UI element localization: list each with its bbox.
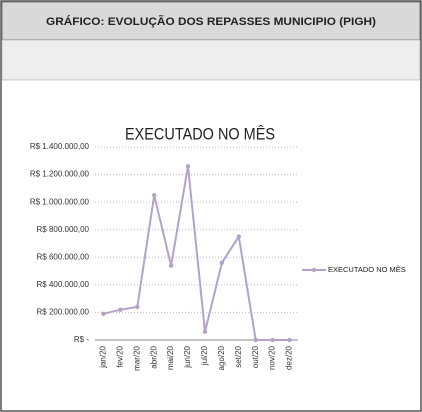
chart-title: EXECUTADO NO MÊS xyxy=(125,124,275,143)
point xyxy=(219,260,225,265)
point xyxy=(287,337,292,343)
y-tick-label: R$ 200.000,00 xyxy=(37,308,90,317)
line xyxy=(103,166,290,341)
point xyxy=(152,193,157,198)
x-tick-label: jun/20 xyxy=(183,345,192,368)
header-title: GRÁFICO: EVOLUÇÃO DOS REPASSES MUNICIPIO… xyxy=(46,15,376,28)
point xyxy=(185,164,191,169)
sub-band xyxy=(1,39,421,81)
point xyxy=(202,329,208,334)
x-tick-label: mar/20 xyxy=(132,345,141,370)
legend-marker xyxy=(311,267,317,273)
legend-label: EXECUTADO NO MÊS xyxy=(328,265,406,274)
point xyxy=(135,304,140,310)
header-band xyxy=(1,1,421,41)
y-tick-label: R$ 1.400.000,00 xyxy=(30,142,90,151)
x-tick-label: jul/20 xyxy=(200,345,209,366)
x-tick-label: ago/20 xyxy=(217,345,226,370)
y-tick-label: R$ 800.000,00 xyxy=(37,225,90,234)
y-tick-label: R$ 1.200.000,00 xyxy=(30,170,90,179)
x-tick-label: out/20 xyxy=(251,345,260,368)
x-tick-label: fev/20 xyxy=(115,345,124,367)
point xyxy=(168,263,174,268)
y-tick-label: R$ 1.000.000,00 xyxy=(30,197,90,206)
x-tick-label: abr/20 xyxy=(149,345,158,368)
point xyxy=(270,337,275,343)
x-tick-label: jan/20 xyxy=(99,345,108,368)
y-tick-label: R$ - xyxy=(74,335,89,344)
point xyxy=(101,311,106,317)
y-tick-label: R$ 400.000,00 xyxy=(37,280,90,289)
point xyxy=(118,307,123,312)
y-tick-label: R$ 600.000,00 xyxy=(37,252,90,261)
point xyxy=(253,337,258,343)
x-tick-label: dez/20 xyxy=(285,345,294,370)
x-tick-label: mai/20 xyxy=(166,345,175,370)
x-tick-label: nov/20 xyxy=(268,345,277,370)
point xyxy=(236,234,241,239)
x-tick-label: set/20 xyxy=(234,345,243,367)
